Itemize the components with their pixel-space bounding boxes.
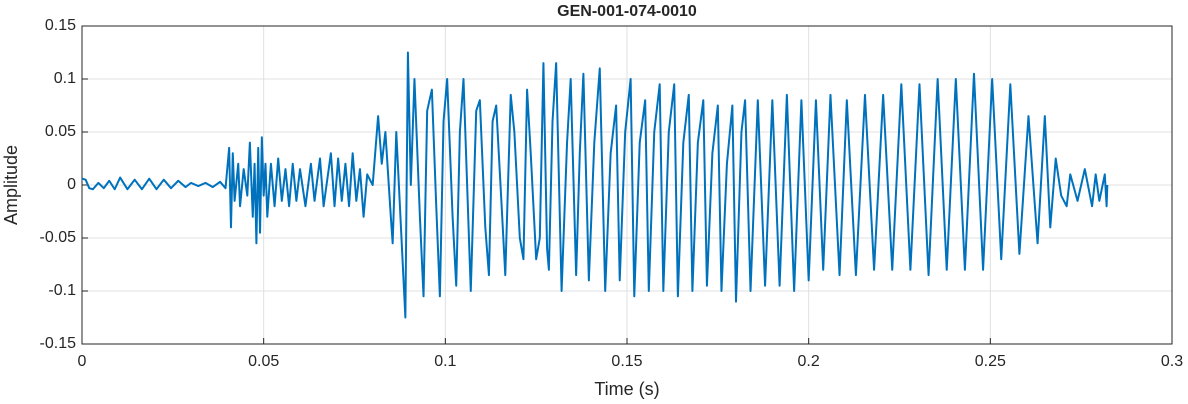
waveform-line bbox=[81, 51, 1109, 319]
x-tick-label: 0.3 bbox=[1161, 353, 1183, 370]
y-tick-label: -0.15 bbox=[40, 335, 77, 352]
y-tick-label: -0.1 bbox=[48, 282, 76, 299]
x-tick-label: 0 bbox=[78, 353, 87, 370]
x-tick-label: 0.2 bbox=[798, 353, 820, 370]
x-tick-label: 0.15 bbox=[611, 353, 642, 370]
y-axis-label: Amplitude bbox=[1, 145, 21, 225]
y-tick-label: 0.05 bbox=[45, 123, 76, 140]
x-tick-label: 0.05 bbox=[248, 353, 279, 370]
y-tick-label: 0 bbox=[67, 176, 76, 193]
x-tick-label: 0.25 bbox=[975, 353, 1006, 370]
x-axis-label: Time (s) bbox=[594, 379, 659, 399]
chart-title: GEN-001-074-0010 bbox=[557, 3, 697, 20]
y-tick-label: 0.15 bbox=[45, 17, 76, 34]
x-tick-label: 0.1 bbox=[434, 353, 456, 370]
y-tick-label: -0.05 bbox=[40, 229, 77, 246]
y-tick-label: 0.1 bbox=[54, 70, 76, 87]
plot-frame bbox=[81, 25, 1173, 345]
